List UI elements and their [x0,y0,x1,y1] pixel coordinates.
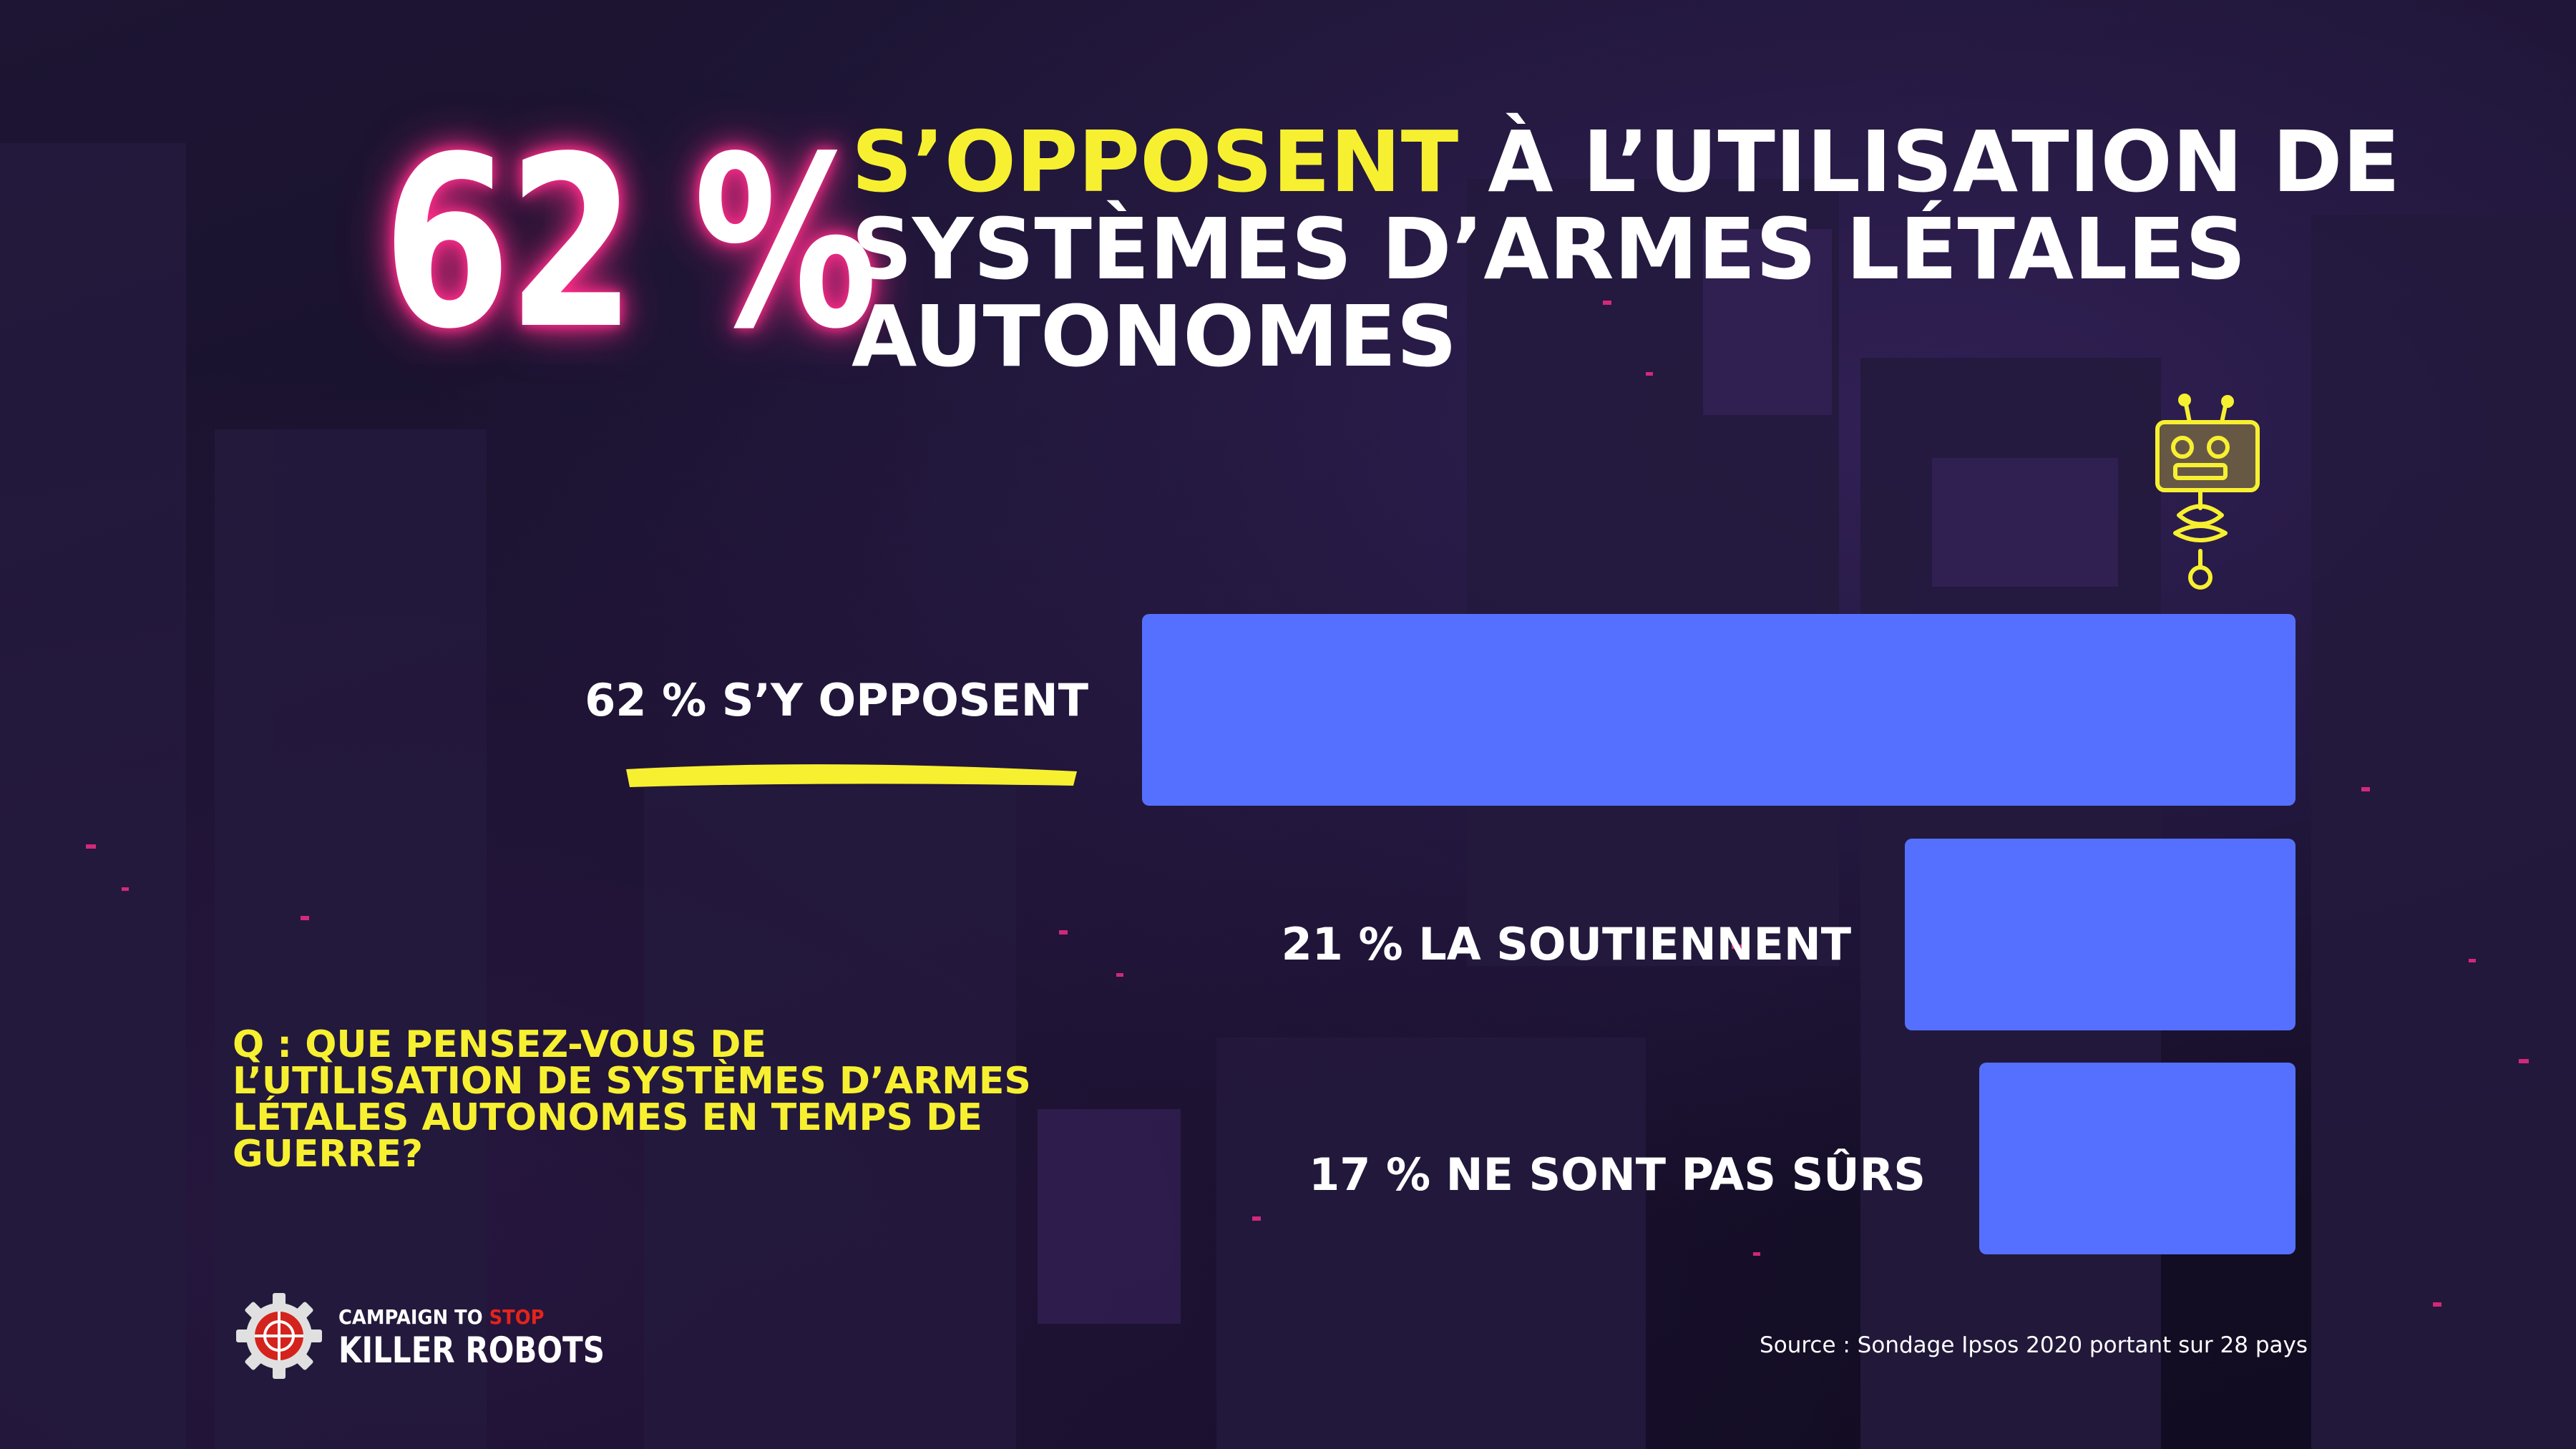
bar-label-1: 62 % S’Y OPPOSENT [585,674,1088,726]
logo-line1-prefix: CAMPAIGN TO [338,1305,489,1329]
highlight-underline [626,764,1077,787]
robot-icon [2155,394,2260,590]
bar-3 [1979,1063,2296,1254]
logo-line1: CAMPAIGN TO STOP [338,1305,545,1329]
bar-2 [1905,839,2296,1030]
headline-percent: 62 % [383,106,878,381]
headline-rest: À L’UTILISATION DE SYSTÈMES D’ARMES LÉTA… [852,112,2401,386]
logo-line1-stop: STOP [489,1305,545,1329]
bar-label-3: 17 % NE SONT PAS SÛRS [1309,1148,1926,1201]
campaign-logo: CAMPAIGN TO STOP KILLER ROBOTS [233,1289,605,1382]
bar-1 [1142,614,2296,806]
headline-highlight: S’OPPOSENT [852,112,1459,211]
survey-question: Q : QUE PENSEZ-VOUS DE L’UTILISATION DE … [233,1023,1031,1176]
bar-label-2: 21 % LA SOUTIENNENT [1281,918,1851,970]
gear-crosshair-icon [236,1293,322,1379]
headline-text: S’OPPOSENT À L’UTILISATION DE SYSTÈMES D… [852,118,2462,380]
logo-line2: KILLER ROBOTS [338,1330,605,1371]
source-note: Source : Sondage Ipsos 2020 portant sur … [1760,1332,2308,1358]
